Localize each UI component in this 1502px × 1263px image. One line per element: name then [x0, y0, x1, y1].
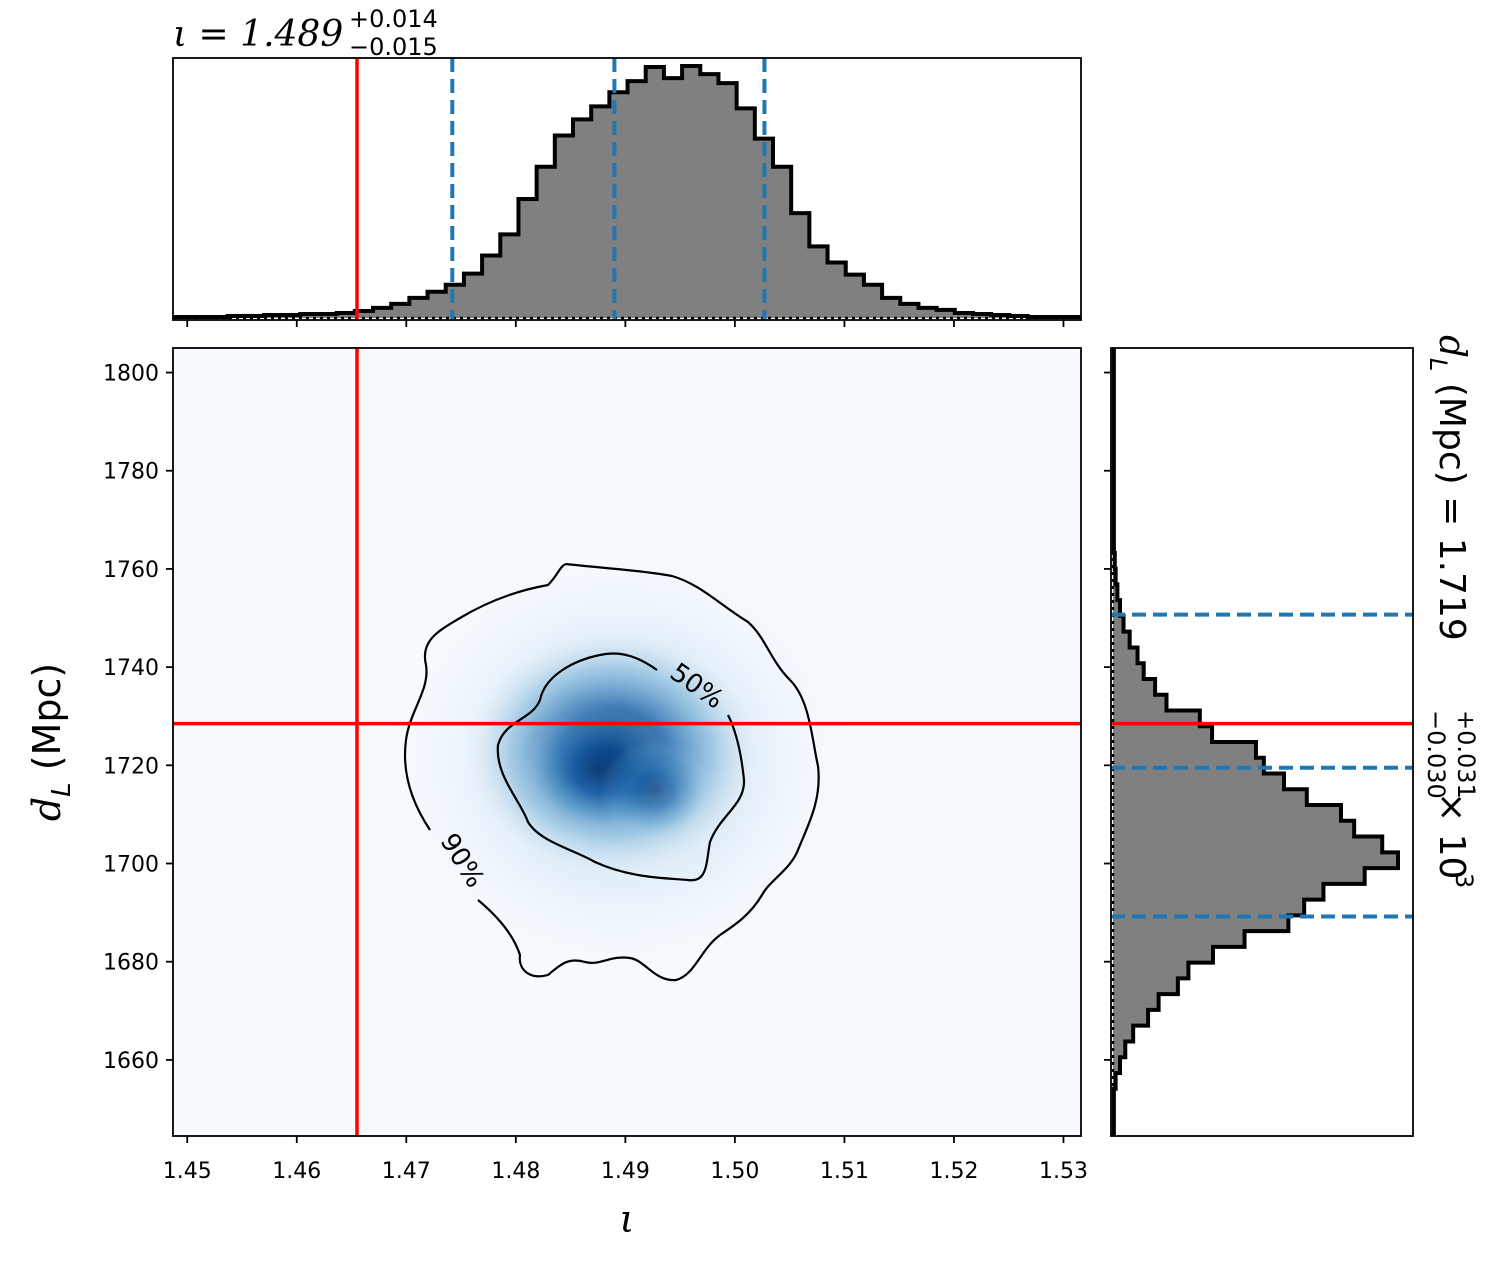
top-panel-frame — [172, 57, 1082, 321]
top-marginal-panel: ι = 1.489 +0.014 −0.015 — [172, 5, 1082, 327]
y-tick-label: 1780 — [103, 460, 159, 485]
svg-text:−0.030: −0.030 — [1422, 710, 1450, 799]
x-tick-label: 1.46 — [272, 1159, 321, 1184]
y-axis-ticks: 1660 1680 1700 1720 1740 1760 1780 1800 — [103, 362, 173, 1074]
right-panel-ticks — [1104, 371, 1111, 1061]
svg-text:dL (Mpc) = 1.719: dL (Mpc) = 1.719 — [1424, 335, 1472, 641]
x-axis-label: ι — [620, 1197, 635, 1241]
svg-text:3: 3 — [1450, 873, 1478, 888]
y-tick-label: 1760 — [103, 558, 159, 583]
x-tick-label: 1.52 — [929, 1159, 978, 1184]
iota-title-sub: −0.015 — [349, 33, 438, 61]
iota-histogram-outline — [173, 64, 1081, 319]
x-tick-label: 1.50 — [710, 1159, 759, 1184]
x-tick-label: 1.49 — [601, 1159, 650, 1184]
joint-density-panel: 90% 50% 1.45 1.46 1.47 1.48 1.49 1.50 1.51 1.52… — [25, 347, 1088, 1241]
y-tick-label: 1720 — [103, 754, 159, 779]
y-tick-label: 1800 — [103, 362, 159, 387]
x-tick-label: 1.51 — [820, 1159, 869, 1184]
y-tick-label: 1740 — [103, 656, 159, 681]
contour-50-percent — [496, 652, 746, 882]
iota-title-sup: +0.014 — [349, 5, 438, 33]
x-tick-label: 1.48 — [491, 1159, 540, 1184]
y-tick-label: 1680 — [103, 951, 159, 976]
iota-title: ι = 1.489 — [173, 14, 343, 55]
y-tick-label: 1660 — [103, 1049, 159, 1074]
x-tick-label: 1.53 — [1039, 1159, 1088, 1184]
main-panel-frame — [172, 347, 1082, 1137]
svg-text:+0.031: +0.031 — [1452, 710, 1480, 799]
svg-text:× 10: × 10 — [1431, 792, 1472, 879]
x-tick-label: 1.47 — [382, 1159, 431, 1184]
right-panel-frame — [1110, 347, 1414, 1137]
y-axis-label: dL (Mpc) — [25, 663, 77, 821]
x-axis-ticks: 1.45 1.46 1.47 1.48 1.49 1.50 1.51 1.52 1.53 — [163, 1136, 1088, 1184]
contour-90-percent-left — [403, 562, 567, 831]
top-panel-ticks — [186, 320, 1065, 327]
dl-title: dL (Mpc) = 1.719 +0.031 −0.030 × 10 3 — [1422, 335, 1480, 888]
iota-histogram-fill — [173, 66, 1081, 318]
x-tick-label: 1.45 — [163, 1159, 212, 1184]
contour-90-percent — [477, 562, 820, 982]
y-tick-label: 1700 — [103, 853, 159, 878]
dl-histogram-outline — [1111, 348, 1400, 1136]
right-marginal-panel: dL (Mpc) = 1.719 +0.031 −0.030 × 10 3 — [1104, 335, 1480, 1137]
density-heatmap — [390, 545, 850, 975]
